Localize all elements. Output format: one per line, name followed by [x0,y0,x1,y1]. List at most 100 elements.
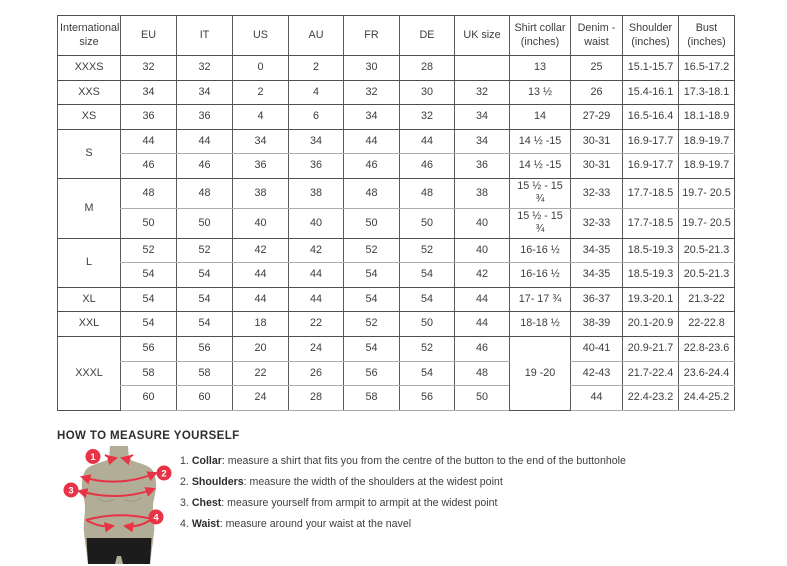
table-cell: 58 [120,361,177,387]
measure-steps: 1. Collar: measure a shirt that fits you … [180,451,740,535]
measure-step: 2. Shoulders: measure the width of the sh… [180,472,740,493]
column-header: FR [343,15,400,56]
table-cell: XXXL [57,336,121,411]
table-cell: 34-35 [570,238,623,264]
table-row: XXXL 56 56 20 24 54 52 46 19 -20 40-41 20.9-21.7 22… [57,336,735,411]
table-cell: 15 ½ - 15 ¾ [509,208,571,239]
table-cell: 32 [176,55,233,81]
table-cell: 17.7-18.5 [622,208,679,239]
table-cell: 30 [343,55,400,81]
table-row: XS 36 36 4 6 34 32 34 14 27-29 16.5-16.4 18.1-18.9 [57,104,735,130]
table-cell: 24 [232,385,289,411]
table-cell: 18.9-19.7 [678,153,735,179]
table-cell: M [57,178,121,239]
table-cell: 54 [399,361,455,387]
table-cell: 42 [232,238,289,264]
table-cell: 54 [176,287,233,313]
table-cell: 52 [399,336,455,362]
table-cell: 38 [232,178,289,209]
badge-2-number: 2 [161,469,166,480]
waist-measure-line [85,514,153,521]
table-cell: 44 [343,129,400,155]
table-cell: 23.6-24.4 [678,361,735,387]
table-cell: 50 [454,385,510,411]
table-row: XL 54 54 44 44 54 54 44 17- 17 ¾ 36-37 19.3-20.1 21… [57,287,735,313]
table-cell: 22.8-23.6 [678,336,735,362]
table-cell: 28 [399,55,455,81]
table-cell: 54 [343,336,400,362]
table-cell: 44 [454,311,510,337]
step-label: Collar [191,455,222,467]
table-cell: 18-18 ½ [509,311,571,337]
table-cell: 20 [232,336,289,362]
table-cell: 18 [232,311,289,337]
table-cell: 18.5-19.3 [622,262,679,288]
measure-step: 4. Waist: measure around your waist at th… [180,514,740,535]
table-cell: 44 [288,287,344,313]
table-cell: 20.5-21.3 [678,238,735,264]
mannequin-torso-illustration: 1 2 3 4 [63,446,172,564]
table-cell: 26 [570,80,623,106]
column-header: DE [399,15,455,56]
step-number: 3. [180,497,189,509]
table-cell: 16.9-17.7 [622,153,679,179]
table-cell: 30 [399,80,455,106]
table-cell: 34 [232,129,289,155]
table-row: 50 50 40 40 50 50 40 15 ½ - 15 ¾ 32-33 17.7-18.5 1… [58,208,735,239]
table-cell: 36 [454,153,510,179]
table-cell: 54 [399,262,455,288]
size-chart-body: XXXS 32 32 0 2 30 28 13 25 15.1-15.7 16.5-17.2 XXS 3… [57,55,735,411]
size-chart-section: International size EU IT US AU FR DE UK size Shi… [57,15,735,411]
step-text: : measure the width of the shoulders at … [243,476,503,488]
table-cell: 40 [288,208,344,239]
badge-4-number: 4 [153,513,159,524]
table-cell: 60 [176,385,233,411]
table-cell: 4 [232,104,289,130]
step-number: 4. [180,518,189,530]
column-header: US [232,15,289,56]
table-cell: 34 [454,129,510,155]
table-cell: S [57,129,121,179]
table-cell: 22-22.8 [678,311,735,337]
column-header: EU [120,15,177,56]
table-cell: 54 [176,311,233,337]
step-label: Chest [191,497,222,509]
step-text: : measure yourself from armpit to armpit… [221,497,498,509]
table-cell: 30-31 [570,129,623,155]
table-cell: 54 [343,287,400,313]
table-cell: 17- 17 ¾ [509,287,571,313]
table-cell: 20.1-20.9 [622,311,679,337]
table-cell: 56 [176,336,233,362]
badge-2-circle [156,465,172,481]
table-cell: 46 [454,336,510,362]
step-text: : measure around your waist at the navel [219,518,412,530]
table-cell: 13 ½ [509,80,571,106]
table-cell: 42-43 [570,361,623,387]
table-cell: 54 [120,287,177,313]
table-row: XXL 54 54 18 22 52 50 44 18-18 ½ 38-39 20.1-20.9 22… [57,311,735,337]
neck-measure-line [104,454,119,466]
table-cell: 48 [120,178,177,209]
table-cell: 48 [176,178,233,209]
table-cell: 15 ½ - 15 ¾ [509,178,571,209]
table-cell: 44 [232,262,289,288]
table-cell: 36 [120,104,177,130]
table-cell: 56 [399,385,455,411]
table-cell: 17.3-18.1 [678,80,735,106]
table-cell: 40 [454,208,510,239]
table-row: L 52 52 42 42 52 52 40 16-16 ½ 34-35 18.5-19.3 20.5… [57,238,735,288]
table-cell: 21.7-22.4 [622,361,679,387]
table-row: M 48 48 38 38 48 48 38 15 ½ - 15 ¾ 32-33 17.7-18.5… [57,178,735,239]
table-cell: 25 [570,55,623,81]
shoulder-measure-line [80,471,158,485]
table-cell: 44 [288,262,344,288]
table-row: 46 46 36 36 46 46 36 14 ½ -15 30-31 16.9-17.7 18.9… [58,153,735,179]
table-cell: 50 [176,208,233,239]
table-cell: 36 [288,153,344,179]
table-cell: 36-37 [570,287,623,313]
table-cell: 36 [232,153,289,179]
waist-measure-line [85,519,116,533]
table-cell: 46 [176,153,233,179]
table-cell: 14 ½ -15 [509,153,571,179]
measure-badges: 1 2 3 4 [63,449,172,525]
